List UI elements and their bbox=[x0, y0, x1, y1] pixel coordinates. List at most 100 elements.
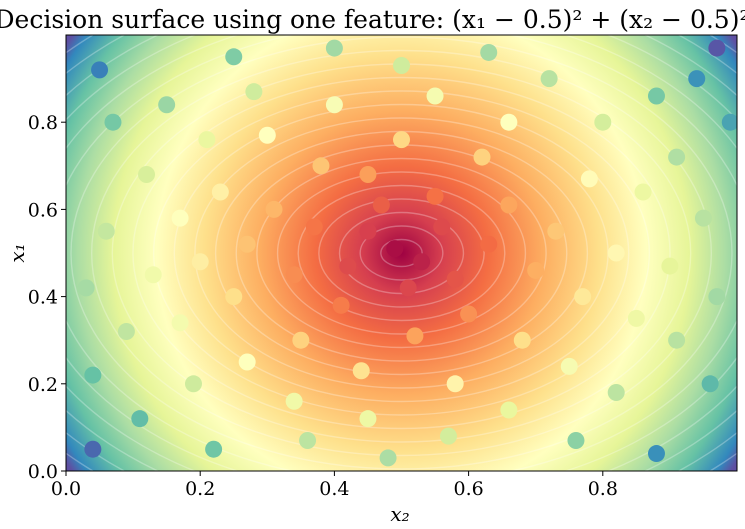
data-point bbox=[547, 222, 565, 240]
contour-ring bbox=[132, 76, 671, 430]
data-point bbox=[265, 200, 283, 218]
data-point bbox=[446, 270, 464, 288]
data-point bbox=[406, 327, 424, 345]
data-point bbox=[171, 209, 189, 227]
data-point bbox=[372, 196, 390, 214]
data-point bbox=[245, 83, 263, 101]
x-tick-label: 0.8 bbox=[588, 478, 618, 500]
data-point bbox=[379, 449, 397, 467]
data-point bbox=[668, 331, 686, 349]
data-point bbox=[325, 39, 343, 57]
data-point bbox=[580, 170, 598, 188]
data-point bbox=[359, 166, 377, 184]
contour-ring bbox=[173, 103, 630, 403]
data-point bbox=[513, 331, 531, 349]
x-tick-label: 0.0 bbox=[51, 478, 81, 500]
data-point bbox=[339, 257, 357, 275]
contour-ring bbox=[276, 171, 527, 335]
data-point bbox=[688, 70, 706, 88]
contour-ring bbox=[70, 36, 733, 470]
data-point bbox=[473, 148, 491, 166]
scatter-points bbox=[77, 39, 737, 467]
data-point bbox=[668, 148, 686, 166]
data-point bbox=[439, 427, 457, 445]
chart-title: Decision surface using one feature: (x₁ … bbox=[0, 5, 745, 34]
data-point bbox=[594, 113, 612, 131]
data-point bbox=[191, 253, 209, 271]
data-point bbox=[540, 70, 558, 88]
data-point bbox=[312, 157, 330, 175]
data-point bbox=[285, 266, 303, 284]
data-point bbox=[285, 392, 303, 410]
data-point bbox=[500, 196, 518, 214]
data-point bbox=[359, 222, 377, 240]
data-point bbox=[567, 431, 585, 449]
data-point bbox=[117, 322, 135, 340]
contour-ring bbox=[380, 238, 423, 268]
contour-ring bbox=[297, 184, 506, 322]
data-point bbox=[97, 222, 115, 240]
data-point bbox=[393, 131, 410, 149]
y-tick-label: 0.4 bbox=[28, 287, 58, 309]
data-point bbox=[426, 187, 444, 205]
data-point bbox=[104, 113, 122, 131]
data-point bbox=[708, 288, 726, 306]
data-point bbox=[84, 440, 102, 458]
data-point bbox=[393, 57, 410, 75]
data-point bbox=[661, 257, 679, 275]
y-tick-label: 0.0 bbox=[28, 461, 58, 483]
data-point bbox=[299, 431, 317, 449]
data-point bbox=[205, 440, 223, 458]
data-point bbox=[184, 375, 202, 393]
data-point bbox=[359, 410, 377, 428]
x-tick-label: 0.4 bbox=[319, 478, 349, 500]
x-tick-label: 0.2 bbox=[185, 478, 215, 500]
data-point bbox=[84, 366, 102, 384]
data-point bbox=[352, 362, 370, 380]
contour-ring bbox=[338, 211, 465, 295]
data-point bbox=[701, 375, 719, 393]
contour-ring bbox=[359, 225, 444, 281]
data-point bbox=[627, 309, 645, 327]
data-point bbox=[171, 314, 189, 332]
data-point bbox=[527, 261, 545, 279]
data-point bbox=[560, 357, 578, 375]
data-point bbox=[144, 266, 162, 284]
data-point bbox=[446, 375, 464, 393]
data-point bbox=[500, 401, 518, 419]
contour-ring bbox=[256, 157, 547, 349]
data-point bbox=[305, 218, 323, 236]
data-point bbox=[413, 253, 431, 271]
data-point bbox=[460, 305, 478, 323]
data-point bbox=[480, 43, 498, 61]
data-point bbox=[647, 445, 665, 463]
data-point bbox=[292, 331, 310, 349]
data-point bbox=[708, 39, 726, 57]
data-point bbox=[225, 48, 243, 66]
x-tick-label: 0.6 bbox=[453, 478, 483, 500]
y-tick-label: 0.8 bbox=[28, 112, 58, 134]
y-tick-label: 0.2 bbox=[28, 374, 58, 396]
data-point bbox=[607, 244, 625, 262]
y-axis-label: x₁ bbox=[5, 243, 29, 262]
data-point bbox=[77, 279, 95, 297]
data-point bbox=[480, 235, 498, 253]
data-point bbox=[694, 209, 712, 227]
x-axis-label: x₂ bbox=[390, 502, 409, 526]
data-point bbox=[647, 87, 665, 105]
data-point bbox=[399, 279, 417, 297]
data-point bbox=[500, 113, 518, 131]
data-point bbox=[386, 240, 404, 258]
data-point bbox=[433, 218, 451, 236]
data-point bbox=[325, 96, 343, 114]
data-point bbox=[574, 288, 592, 306]
data-point bbox=[91, 61, 109, 79]
data-point bbox=[426, 87, 444, 105]
contour-ring bbox=[318, 198, 485, 308]
data-point bbox=[258, 126, 276, 144]
x-axis: 0.0 0.2 0.4 0.6 0.8 bbox=[51, 471, 618, 500]
data-point bbox=[238, 353, 256, 371]
